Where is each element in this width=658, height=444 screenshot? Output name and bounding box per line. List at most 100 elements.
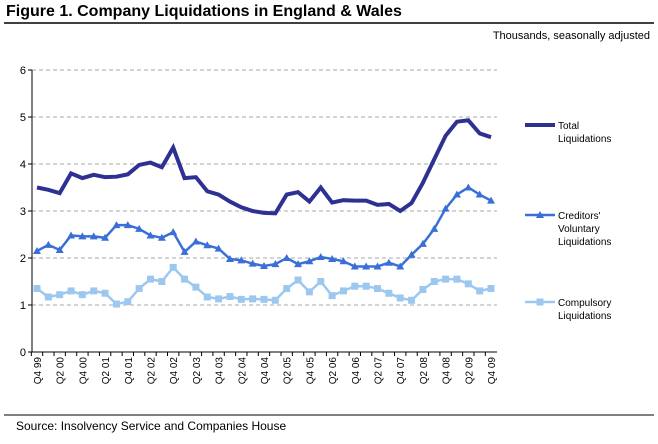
marker	[305, 288, 313, 296]
marker	[101, 289, 109, 297]
marker	[135, 285, 143, 293]
marker	[396, 262, 405, 270]
marker	[33, 285, 41, 293]
marker	[464, 183, 473, 191]
x-tick-label: Q2 08	[419, 357, 430, 385]
legend-marker	[536, 298, 544, 306]
marker	[226, 293, 234, 301]
x-tick-label: Q4 09	[487, 357, 498, 385]
marker	[430, 278, 438, 285]
marker	[67, 231, 76, 239]
marker	[396, 294, 404, 302]
x-tick-label: Q4 07	[396, 357, 407, 385]
y-tick-label: 3	[20, 206, 26, 218]
marker	[90, 287, 98, 295]
x-tick-label: Q2 07	[374, 357, 385, 385]
marker	[442, 275, 450, 283]
marker	[248, 259, 257, 267]
marker	[385, 289, 393, 297]
marker	[294, 276, 302, 284]
marker	[44, 240, 53, 248]
marker	[464, 280, 472, 288]
marker	[146, 231, 155, 239]
x-tick-label: Q2 00	[56, 357, 67, 385]
marker	[339, 257, 348, 265]
x-tick-label: Q2 01	[101, 357, 112, 385]
series-line	[36, 118, 492, 216]
marker	[316, 253, 325, 261]
x-tick-label: Q4 08	[442, 357, 453, 385]
marker	[112, 300, 120, 308]
x-tick-label: Q2 06	[328, 357, 339, 385]
y-tick-label: 0	[20, 347, 26, 359]
legend-label: Creditors' Voluntary Liquidations	[558, 211, 611, 248]
marker	[192, 283, 200, 291]
y-tick-label: 2	[20, 253, 26, 265]
marker	[487, 285, 495, 293]
y-tick-label: 5	[20, 112, 26, 124]
marker	[441, 204, 450, 212]
marker	[203, 293, 211, 301]
marker	[373, 262, 382, 270]
x-tick-label: Q4 04	[260, 357, 271, 385]
marker	[362, 262, 371, 270]
x-tick-label: Q4 05	[305, 357, 316, 385]
marker	[112, 221, 121, 229]
marker	[225, 254, 234, 262]
y-tick-label: 4	[20, 159, 26, 171]
marker	[135, 224, 144, 232]
x-tick-label: Q4 00	[78, 357, 89, 385]
marker	[181, 275, 189, 283]
marker	[55, 246, 64, 254]
x-tick-label: Q2 05	[283, 357, 294, 385]
y-tick-label: 6	[20, 65, 26, 77]
marker	[374, 285, 381, 293]
marker	[487, 196, 495, 204]
marker	[237, 295, 245, 303]
marker	[33, 246, 41, 254]
x-tick-label: Q4 01	[124, 357, 135, 385]
marker	[158, 278, 166, 285]
marker	[67, 287, 75, 295]
marker	[89, 232, 98, 240]
marker	[328, 254, 337, 262]
x-tick-label: Q2 02	[147, 357, 158, 385]
marker	[249, 295, 257, 303]
series-line	[36, 186, 492, 268]
marker	[283, 285, 291, 293]
marker	[271, 296, 279, 304]
x-tick-label: Q2 09	[464, 357, 475, 385]
marker	[475, 190, 484, 198]
marker	[56, 291, 64, 299]
marker	[214, 244, 223, 252]
marker	[124, 298, 132, 306]
marker	[453, 275, 461, 283]
marker	[260, 261, 268, 269]
marker	[123, 221, 132, 229]
x-tick-label: Q4 06	[351, 357, 362, 385]
marker	[147, 275, 154, 283]
x-tick-label: Q4 02	[169, 357, 180, 385]
marker	[191, 237, 200, 245]
marker	[419, 285, 427, 293]
x-tick-label: Q2 03	[192, 357, 203, 385]
marker	[476, 287, 484, 295]
marker	[260, 295, 268, 303]
marker	[362, 282, 370, 290]
subtitle: Thousands, seasonally adjusted	[493, 30, 650, 42]
marker	[407, 250, 416, 258]
marker	[157, 233, 166, 241]
marker	[408, 296, 416, 304]
chart-title: Figure 1. Company Liquidations in Englan…	[6, 3, 402, 20]
marker	[180, 247, 189, 255]
x-tick-label: Q2 04	[237, 357, 248, 385]
marker	[452, 190, 461, 198]
marker	[44, 293, 52, 301]
marker	[317, 278, 325, 285]
x-tick-label: Q4 99	[33, 357, 44, 385]
marker	[169, 263, 177, 271]
marker	[78, 232, 87, 240]
marker	[237, 256, 246, 264]
marker	[339, 287, 347, 295]
